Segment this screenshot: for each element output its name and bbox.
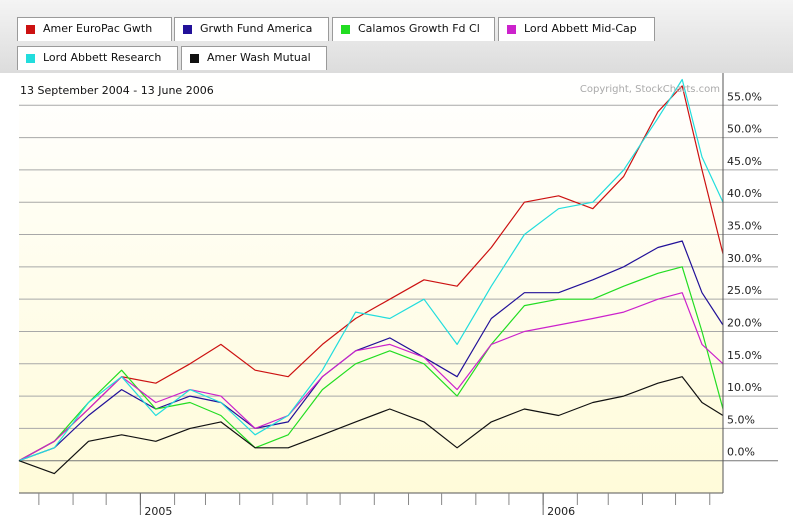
series-line — [18, 292, 724, 462]
y-tick-label: 35.0% — [727, 220, 762, 233]
legend-label: Calamos Growth Fd Cl — [358, 22, 480, 35]
x-tick-label: 2005 — [144, 505, 172, 518]
series-lines — [18, 78, 724, 475]
legend-item-amer-europac[interactable]: Amer EuroPac Gwth — [17, 17, 172, 41]
legend-swatch — [507, 25, 516, 34]
y-tick-label: 10.0% — [727, 381, 762, 394]
legend-swatch — [183, 25, 192, 34]
series-line — [18, 85, 724, 462]
y-tick-label: 15.0% — [727, 349, 762, 362]
legend-item-calamos-growth[interactable]: Calamos Growth Fd Cl — [332, 17, 495, 41]
legend-label: Amer Wash Mutual — [207, 51, 311, 64]
y-tick-label: 5.0% — [727, 413, 755, 426]
y-tick-label: 25.0% — [727, 284, 762, 297]
legend-label: Amer EuroPac Gwth — [43, 22, 153, 35]
legend-label: Lord Abbett Research — [43, 51, 162, 64]
legend: Amer EuroPac Gwth Grwth Fund America Cal… — [0, 0, 793, 73]
copyright-label: Copyright, StockCharts.com — [579, 84, 720, 95]
y-tick-label: 0.0% — [727, 446, 755, 459]
y-tick-label: 20.0% — [727, 316, 762, 329]
legend-swatch — [26, 25, 35, 34]
y-tick-label: 30.0% — [727, 252, 762, 265]
y-tick-label: 45.0% — [727, 155, 762, 168]
y-tick-label: 55.0% — [727, 90, 762, 103]
legend-item-lord-abbett-research[interactable]: Lord Abbett Research — [17, 46, 178, 70]
series-line — [18, 266, 724, 462]
y-tick-label: 40.0% — [727, 187, 762, 200]
x-tick-label: 2006 — [547, 505, 575, 518]
series-line — [18, 376, 724, 475]
chart-area: 0.0% 5.0% 10.0% 15.0% 20.0% 25.0% 30.0% 35.0% 40… — [14, 73, 778, 531]
legend-swatch — [341, 25, 350, 34]
legend-item-growth-fund-america[interactable]: Grwth Fund America — [174, 17, 329, 41]
legend-label: Grwth Fund America — [200, 22, 313, 35]
axes: 0.0% 5.0% 10.0% 15.0% 20.0% 25.0% 30.0% 35.0% 40… — [19, 73, 762, 518]
series-line — [18, 78, 724, 462]
legend-label: Lord Abbett Mid-Cap — [524, 22, 637, 35]
date-range-label: 13 September 2004 - 13 June 2006 — [20, 84, 214, 97]
y-tick-label: 50.0% — [727, 123, 762, 136]
legend-item-lord-abbett-mid-cap[interactable]: Lord Abbett Mid-Cap — [498, 17, 655, 41]
chart-svg: 0.0% 5.0% 10.0% 15.0% 20.0% 25.0% 30.0% 35.0% 40… — [18, 73, 778, 518]
legend-item-amer-wash-mutual[interactable]: Amer Wash Mutual — [181, 46, 327, 70]
gridlines — [19, 104, 778, 462]
legend-swatch — [26, 54, 35, 63]
legend-swatch — [190, 54, 199, 63]
plot-background — [19, 73, 723, 493]
